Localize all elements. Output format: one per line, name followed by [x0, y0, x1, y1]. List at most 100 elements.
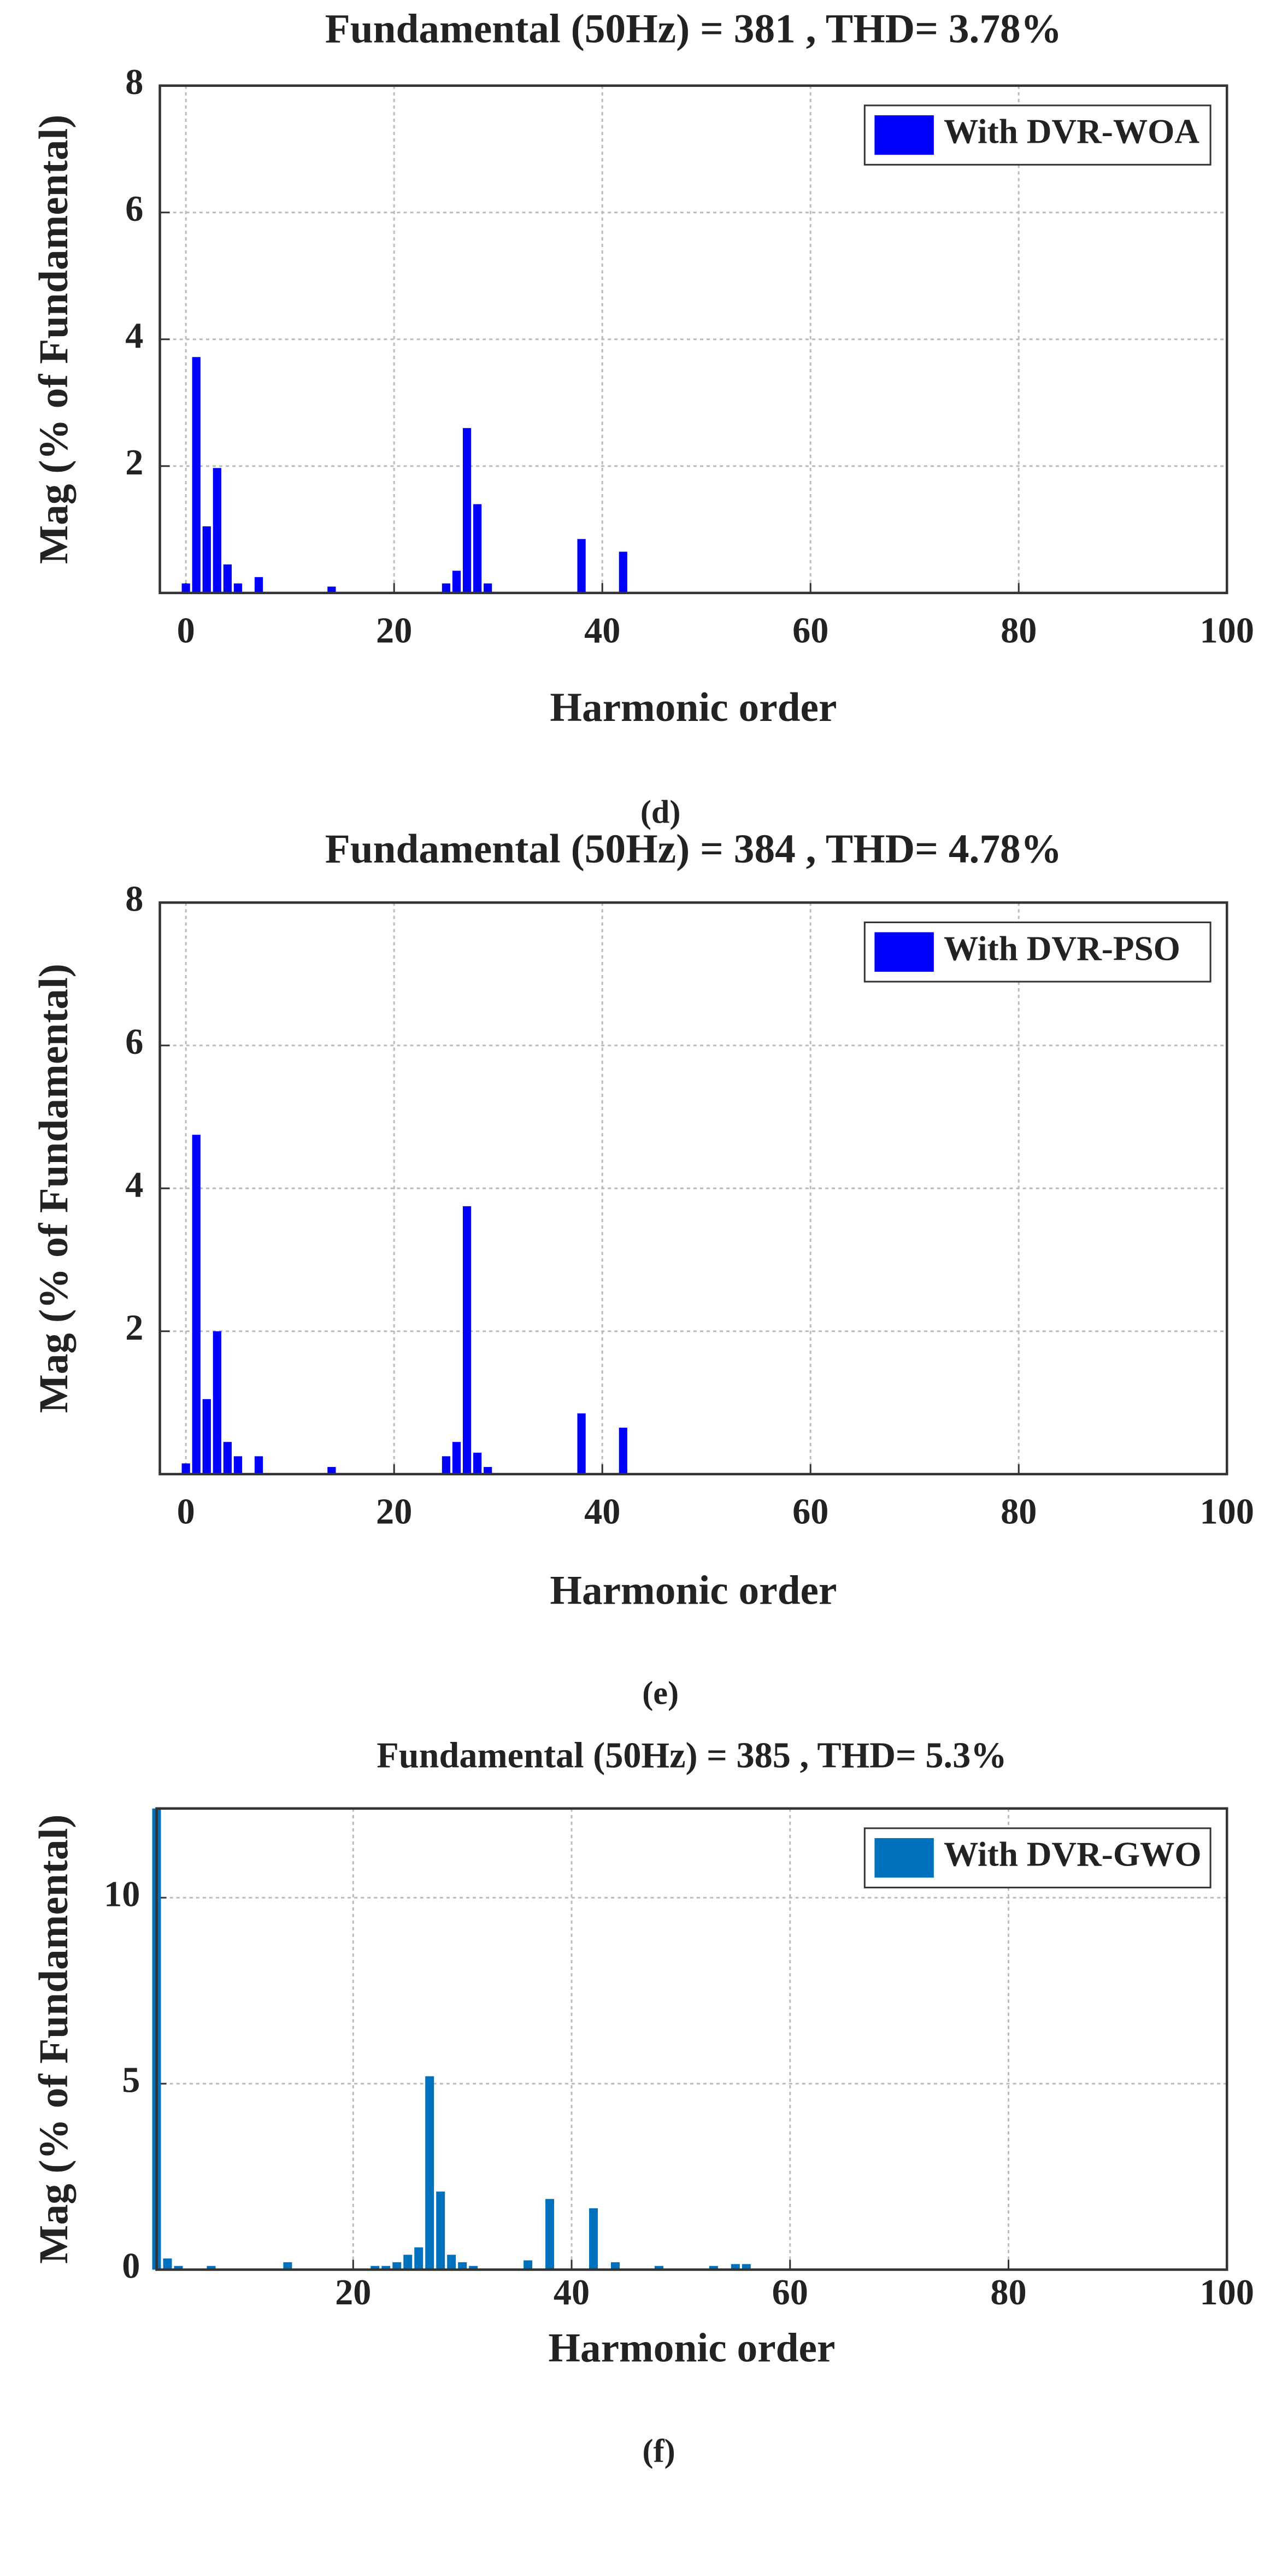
bar	[254, 1456, 263, 1475]
bar	[731, 2264, 740, 2270]
caption: (d)	[640, 794, 681, 830]
bar	[233, 1456, 243, 1475]
bar	[223, 1442, 232, 1475]
y-tick-label: 6	[125, 189, 143, 229]
bar	[484, 1466, 492, 1475]
y-axis-label: Mag (% of Fundamental)	[31, 1814, 77, 2263]
bar	[462, 428, 472, 593]
bar	[283, 2262, 292, 2270]
legend-label: With DVR-WOA	[944, 113, 1199, 151]
x-tick-label: 40	[554, 2273, 590, 2313]
x-tick-label: 20	[335, 2273, 371, 2313]
bar	[473, 1452, 482, 1475]
y-tick-label: 2	[125, 1308, 143, 1348]
x-tick-label: 40	[584, 611, 620, 650]
x-tick-label: 20	[376, 611, 412, 650]
bar	[163, 2258, 172, 2270]
x-tick-label: 0	[177, 1492, 195, 1532]
legend-swatch	[874, 115, 934, 155]
bar	[233, 583, 243, 593]
legend-label: With DVR-GWO	[944, 1835, 1202, 1874]
chart-title: Fundamental (50Hz) = 385 , THD= 5.3%	[377, 1736, 1007, 1776]
x-axis-label: Harmonic order	[550, 685, 837, 730]
x-axis-label: Harmonic order	[548, 2325, 835, 2370]
x-tick-label: 0	[177, 611, 195, 650]
bar	[484, 583, 492, 593]
bar	[452, 1442, 461, 1475]
bar	[425, 2076, 434, 2270]
bar	[223, 564, 232, 593]
bar	[192, 357, 201, 593]
y-tick-label: 10	[104, 1874, 140, 1914]
bar	[589, 2208, 598, 2270]
bar	[327, 1466, 336, 1475]
chart-panel: Fundamental (50Hz) = 385 , THD= 5.3% Harm…	[31, 1736, 1254, 2469]
bar	[610, 2262, 620, 2270]
bar	[202, 1399, 211, 1475]
y-axis-label: Mag (% of Fundamental)	[31, 115, 77, 564]
y-tick-label: 0	[122, 2246, 140, 2286]
legend-label: With DVR-PSO	[944, 929, 1180, 967]
bar	[370, 2266, 380, 2270]
bar	[327, 586, 336, 593]
x-tick-label: 60	[792, 611, 828, 650]
chart-title: Fundamental (50Hz) = 384 , THD= 4.78%	[325, 826, 1062, 872]
bar	[709, 2266, 718, 2270]
bar	[473, 504, 482, 593]
bar	[442, 1456, 451, 1475]
bar	[181, 1463, 190, 1475]
bar	[254, 577, 263, 593]
x-tick-label: 100	[1200, 2273, 1254, 2313]
y-tick-label: 2	[125, 443, 143, 483]
x-tick-label: 20	[376, 1492, 412, 1532]
x-tick-label: 100	[1200, 611, 1254, 650]
bar	[742, 2264, 751, 2270]
axes-box	[158, 901, 1228, 1476]
bar	[213, 468, 221, 593]
bar	[403, 2255, 413, 2270]
y-tick-label: 6	[125, 1022, 143, 1062]
bar	[447, 2255, 456, 2270]
bar	[577, 539, 586, 593]
bar	[392, 2262, 402, 2270]
y-axis-label: Mag (% of Fundamental)	[31, 964, 77, 1413]
x-tick-label: 80	[990, 2273, 1026, 2313]
bar	[202, 526, 211, 593]
bar	[181, 583, 190, 593]
bar	[207, 2266, 216, 2270]
bar	[452, 571, 461, 593]
y-tick-label: 5	[122, 2060, 140, 2100]
y-tick-label: 4	[125, 316, 143, 356]
bar	[213, 1331, 221, 1475]
legend-swatch	[874, 1838, 934, 1878]
bar	[577, 1413, 586, 1475]
caption: (e)	[642, 1675, 679, 1712]
bar	[414, 2247, 424, 2270]
chart-panel: Fundamental (50Hz) = 381 , THD= 3.78% Har…	[31, 7, 1254, 831]
x-tick-label: 60	[792, 1492, 828, 1532]
caption: (f)	[643, 2433, 675, 2469]
bar	[619, 551, 627, 593]
chart-panel: Fundamental (50Hz) = 384 , THD= 4.78% Har…	[31, 826, 1254, 1711]
axes-box	[158, 84, 1228, 595]
x-tick-label: 40	[584, 1492, 620, 1532]
bar	[442, 583, 451, 593]
x-axis-label: Harmonic order	[550, 1568, 837, 1613]
x-tick-label: 100	[1200, 1492, 1254, 1532]
bar	[381, 2266, 391, 2270]
axes-box	[155, 1807, 1228, 2271]
bar	[619, 1428, 627, 1475]
legend-swatch	[874, 932, 934, 972]
x-tick-label: 60	[772, 2273, 808, 2313]
bar	[524, 2260, 533, 2270]
bar	[174, 2266, 183, 2270]
bar	[436, 2191, 445, 2270]
bar	[458, 2262, 467, 2270]
bar	[654, 2266, 663, 2270]
bar	[545, 2199, 555, 2270]
bar	[462, 1206, 472, 1475]
x-tick-label: 80	[1001, 1492, 1037, 1532]
bar	[469, 2266, 478, 2270]
x-tick-label: 80	[1001, 611, 1037, 650]
